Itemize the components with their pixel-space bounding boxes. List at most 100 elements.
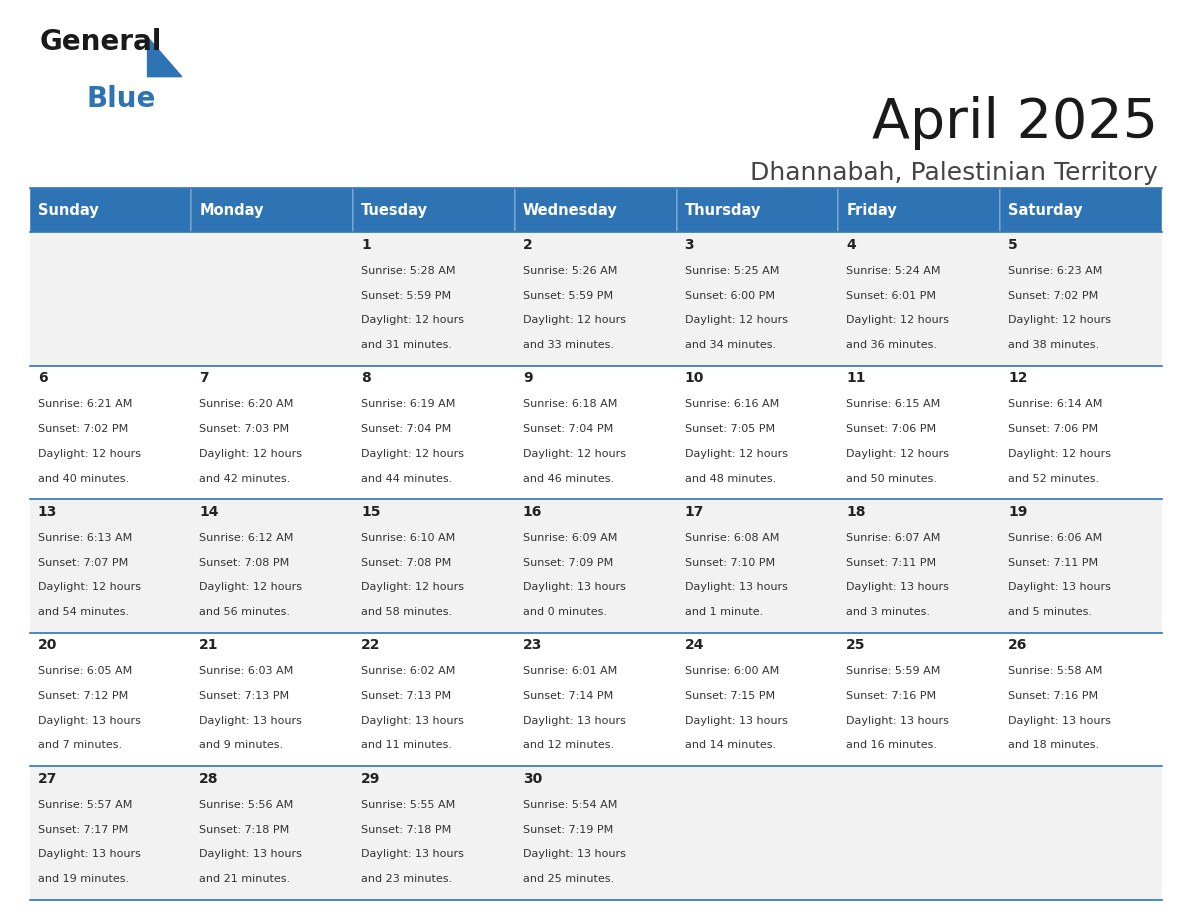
- Text: 27: 27: [38, 772, 57, 786]
- Text: and 31 minutes.: and 31 minutes.: [361, 340, 453, 350]
- Text: and 11 minutes.: and 11 minutes.: [361, 741, 453, 751]
- Bar: [839, 232, 1000, 365]
- Bar: [353, 365, 514, 499]
- Bar: [677, 232, 839, 365]
- Bar: [839, 633, 1000, 767]
- Text: and 18 minutes.: and 18 minutes.: [1009, 741, 1099, 751]
- Text: 9: 9: [523, 372, 532, 386]
- Text: Sunset: 5:59 PM: Sunset: 5:59 PM: [361, 291, 451, 301]
- Text: 18: 18: [846, 505, 866, 519]
- Text: Daylight: 13 hours: Daylight: 13 hours: [1009, 716, 1111, 726]
- Text: 19: 19: [1009, 505, 1028, 519]
- Text: Sunrise: 5:25 AM: Sunrise: 5:25 AM: [684, 266, 779, 276]
- Text: 22: 22: [361, 638, 380, 653]
- Bar: [353, 188, 514, 232]
- Text: Daylight: 12 hours: Daylight: 12 hours: [200, 582, 303, 592]
- Bar: [677, 633, 839, 767]
- Text: and 3 minutes.: and 3 minutes.: [846, 607, 930, 617]
- Text: Sunset: 7:07 PM: Sunset: 7:07 PM: [38, 557, 128, 567]
- Bar: [514, 633, 677, 767]
- Text: Sunset: 7:11 PM: Sunset: 7:11 PM: [1009, 557, 1098, 567]
- Text: 16: 16: [523, 505, 542, 519]
- Text: and 42 minutes.: and 42 minutes.: [200, 474, 291, 484]
- Text: and 56 minutes.: and 56 minutes.: [200, 607, 290, 617]
- Text: and 54 minutes.: and 54 minutes.: [38, 607, 128, 617]
- Bar: [1000, 232, 1162, 365]
- Bar: [677, 767, 839, 900]
- Text: Sunset: 7:06 PM: Sunset: 7:06 PM: [846, 424, 936, 434]
- Text: Sunset: 7:06 PM: Sunset: 7:06 PM: [1009, 424, 1098, 434]
- Text: Wednesday: Wednesday: [523, 203, 618, 218]
- Text: Daylight: 12 hours: Daylight: 12 hours: [1009, 449, 1111, 459]
- Text: 28: 28: [200, 772, 219, 786]
- Text: 2: 2: [523, 238, 532, 252]
- Text: Sunset: 7:15 PM: Sunset: 7:15 PM: [684, 691, 775, 701]
- Text: Monday: Monday: [200, 203, 264, 218]
- Text: Daylight: 13 hours: Daylight: 13 hours: [361, 716, 465, 726]
- Text: 5: 5: [1009, 238, 1018, 252]
- Text: Sunrise: 6:21 AM: Sunrise: 6:21 AM: [38, 399, 132, 409]
- Text: Sunrise: 6:01 AM: Sunrise: 6:01 AM: [523, 666, 617, 677]
- Text: Sunset: 7:16 PM: Sunset: 7:16 PM: [846, 691, 936, 701]
- Text: and 19 minutes.: and 19 minutes.: [38, 874, 128, 884]
- Text: Sunset: 7:18 PM: Sunset: 7:18 PM: [200, 824, 290, 834]
- Text: Daylight: 12 hours: Daylight: 12 hours: [361, 449, 465, 459]
- Bar: [1000, 499, 1162, 633]
- Text: Thursday: Thursday: [684, 203, 762, 218]
- Bar: [1000, 188, 1162, 232]
- Bar: [191, 188, 353, 232]
- Text: Daylight: 12 hours: Daylight: 12 hours: [361, 316, 465, 325]
- Bar: [1000, 633, 1162, 767]
- Text: Daylight: 13 hours: Daylight: 13 hours: [523, 582, 626, 592]
- Text: General: General: [39, 28, 162, 56]
- Text: 8: 8: [361, 372, 371, 386]
- Text: Sunrise: 5:55 AM: Sunrise: 5:55 AM: [361, 800, 455, 810]
- Text: Sunset: 7:11 PM: Sunset: 7:11 PM: [846, 557, 936, 567]
- Text: 4: 4: [846, 238, 857, 252]
- Text: Daylight: 13 hours: Daylight: 13 hours: [361, 849, 465, 859]
- Polygon shape: [147, 38, 182, 76]
- Text: 11: 11: [846, 372, 866, 386]
- Text: Daylight: 13 hours: Daylight: 13 hours: [684, 582, 788, 592]
- Bar: [514, 365, 677, 499]
- Bar: [191, 633, 353, 767]
- Text: 10: 10: [684, 372, 704, 386]
- Text: and 0 minutes.: and 0 minutes.: [523, 607, 607, 617]
- Text: and 50 minutes.: and 50 minutes.: [846, 474, 937, 484]
- Text: Daylight: 12 hours: Daylight: 12 hours: [684, 316, 788, 325]
- Text: Daylight: 12 hours: Daylight: 12 hours: [846, 316, 949, 325]
- Text: Daylight: 12 hours: Daylight: 12 hours: [38, 582, 140, 592]
- Bar: [30, 633, 191, 767]
- Text: Daylight: 13 hours: Daylight: 13 hours: [1009, 582, 1111, 592]
- Bar: [677, 499, 839, 633]
- Text: Sunset: 7:04 PM: Sunset: 7:04 PM: [361, 424, 451, 434]
- Text: 3: 3: [684, 238, 694, 252]
- Text: 14: 14: [200, 505, 219, 519]
- Text: 15: 15: [361, 505, 380, 519]
- Text: 21: 21: [200, 638, 219, 653]
- Bar: [1000, 767, 1162, 900]
- Text: Sunrise: 6:08 AM: Sunrise: 6:08 AM: [684, 533, 779, 543]
- Bar: [353, 499, 514, 633]
- Text: Sunset: 7:14 PM: Sunset: 7:14 PM: [523, 691, 613, 701]
- Text: Sunset: 7:12 PM: Sunset: 7:12 PM: [38, 691, 128, 701]
- Text: Friday: Friday: [846, 203, 897, 218]
- Text: 30: 30: [523, 772, 542, 786]
- Text: Daylight: 13 hours: Daylight: 13 hours: [846, 716, 949, 726]
- Text: Daylight: 13 hours: Daylight: 13 hours: [38, 849, 140, 859]
- Text: Sunrise: 6:12 AM: Sunrise: 6:12 AM: [200, 533, 293, 543]
- Text: Tuesday: Tuesday: [361, 203, 428, 218]
- Bar: [839, 365, 1000, 499]
- Text: Sunrise: 5:28 AM: Sunrise: 5:28 AM: [361, 266, 456, 276]
- Bar: [353, 633, 514, 767]
- Text: Sunrise: 6:23 AM: Sunrise: 6:23 AM: [1009, 266, 1102, 276]
- Text: Daylight: 12 hours: Daylight: 12 hours: [684, 449, 788, 459]
- Text: Sunset: 7:08 PM: Sunset: 7:08 PM: [361, 557, 451, 567]
- Text: Sunrise: 6:15 AM: Sunrise: 6:15 AM: [846, 399, 941, 409]
- Text: and 25 minutes.: and 25 minutes.: [523, 874, 614, 884]
- Text: Sunrise: 5:57 AM: Sunrise: 5:57 AM: [38, 800, 132, 810]
- Text: Sunset: 6:00 PM: Sunset: 6:00 PM: [684, 291, 775, 301]
- Text: Sunrise: 5:26 AM: Sunrise: 5:26 AM: [523, 266, 618, 276]
- Text: and 48 minutes.: and 48 minutes.: [684, 474, 776, 484]
- Bar: [514, 188, 677, 232]
